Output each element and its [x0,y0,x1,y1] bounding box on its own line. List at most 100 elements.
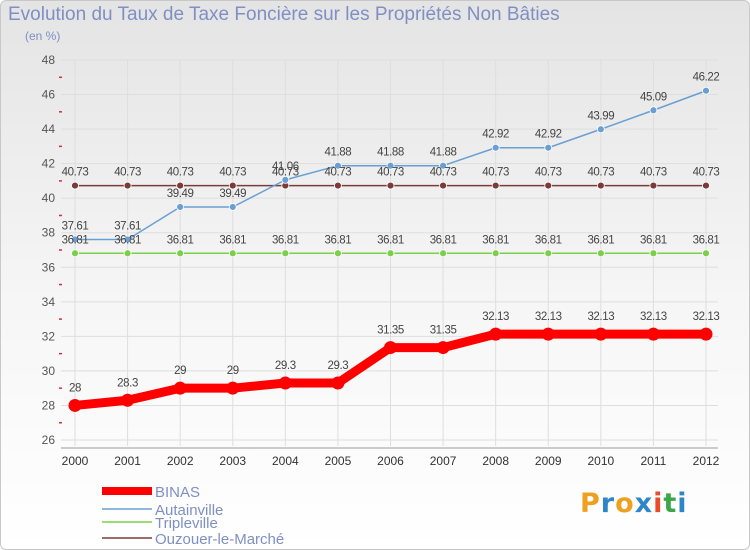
data-point-binas [226,381,240,395]
data-label: 32.13 [640,311,667,323]
data-label: 40.73 [219,167,246,179]
data-label: 36.81 [482,234,509,246]
data-point-tripleville [439,249,447,258]
data-point-ouzouer-le-march- [228,181,237,190]
data-point-ouzouer-le-march- [702,181,710,190]
series-autainville [71,86,710,244]
data-label: 32.13 [482,311,509,323]
data-point-ouzouer-le-march- [386,181,395,190]
data-point-autainville [334,161,342,170]
data-label: 40.73 [377,167,404,179]
data-label: 28 [69,382,81,394]
series-binas [68,327,713,412]
data-label: 37.61 [114,220,141,232]
y-tick-label: 42 [42,157,56,171]
data-label: 36.81 [167,234,194,246]
x-tick-label: 2005 [325,454,352,468]
data-point-autainville [702,86,710,95]
data-point-autainville [281,175,290,184]
x-tick-label: 2008 [482,454,509,468]
data-label: 40.73 [693,167,720,179]
data-point-tripleville [334,249,342,258]
y-axis-unit-label: (en %) [25,29,61,43]
chart-title: Evolution du Taux de Taxe Foncière sur l… [8,4,560,25]
x-tick-label: 2000 [62,454,89,468]
legend-label-ouzouer-le-march-: Ouzouer-le-Marché [155,531,284,548]
data-label: 40.73 [482,167,509,179]
legend-label-binas: BINAS [155,484,200,501]
data-point-tripleville [649,249,658,258]
y-tick-label: 38 [42,226,56,240]
data-point-binas [173,381,187,395]
data-label: 32.13 [587,311,614,323]
data-label: 40.73 [325,167,352,179]
data-point-tripleville [176,249,185,258]
x-tick-label: 2006 [377,454,404,468]
data-label: 40.73 [167,167,194,179]
data-label: 40.73 [430,167,457,179]
data-label: 36.81 [114,234,141,246]
x-tick-label: 2003 [219,454,246,468]
data-label: 36.81 [272,234,299,246]
data-point-tripleville [386,249,395,258]
logo-letter: i [677,488,688,519]
data-point-autainville [176,203,185,211]
data-point-ouzouer-le-march- [176,181,185,190]
data-label: 37.61 [62,220,89,232]
logo-letter: r [600,488,616,519]
data-label: 41.06 [272,161,299,173]
y-tick-label: 40 [42,191,56,205]
y-tick-label: 30 [42,364,56,378]
data-point-autainville [71,235,79,244]
x-tick-label: 2001 [114,454,141,468]
x-tick-label: 2007 [430,454,457,468]
data-point-ouzouer-le-march- [596,181,605,190]
data-label: 40.73 [272,167,299,179]
logo-letter: o [615,488,635,519]
data-point-ouzouer-le-march- [123,181,132,190]
logo-letter: x [634,488,654,519]
data-point-tripleville [123,249,132,258]
y-tick-label: 48 [42,53,56,67]
data-point-binas [436,341,450,355]
data-point-ouzouer-le-march- [71,181,79,190]
data-point-binas [699,327,713,341]
data-label: 29 [227,365,239,377]
series-group [68,86,713,412]
data-label: 41.88 [325,147,352,159]
data-label: 28.3 [117,377,138,389]
data-point-ouzouer-le-march- [491,181,500,190]
data-labels: 40.73 40.73 40.73 40.73 40.73 40.73 40.73 40.73… [62,72,720,395]
data-label: 36.81 [219,234,246,246]
data-label: 29.3 [275,360,296,372]
y-tick-label: 36 [42,260,56,274]
y-tick-label: 44 [42,122,56,136]
data-label: 40.73 [114,167,141,179]
data-point-binas [384,341,397,355]
series-ouzouer-le-march- [71,181,710,190]
data-point-autainville [596,125,605,134]
data-label: 40.73 [535,167,562,179]
data-label: 36.81 [535,234,562,246]
data-label: 32.13 [535,311,562,323]
data-label: 45.09 [640,91,667,103]
data-point-binas [278,376,292,390]
data-point-autainville [649,106,658,115]
data-point-tripleville [544,249,553,258]
data-point-autainville [123,235,132,244]
data-point-binas [331,376,345,390]
data-label: 36.81 [587,234,614,246]
data-label: 39.49 [219,188,246,200]
data-point-autainville [439,161,447,170]
data-label: 43.99 [587,110,614,122]
data-label: 36.81 [62,234,89,246]
data-label: 41.88 [430,147,457,159]
y-tick-label: 26 [42,433,56,447]
data-point-binas [121,393,135,407]
data-point-tripleville [71,249,79,258]
data-point-ouzouer-le-march- [649,181,658,190]
data-label: 36.81 [693,234,720,246]
data-label: 36.81 [377,234,404,246]
data-label: 40.73 [587,167,614,179]
